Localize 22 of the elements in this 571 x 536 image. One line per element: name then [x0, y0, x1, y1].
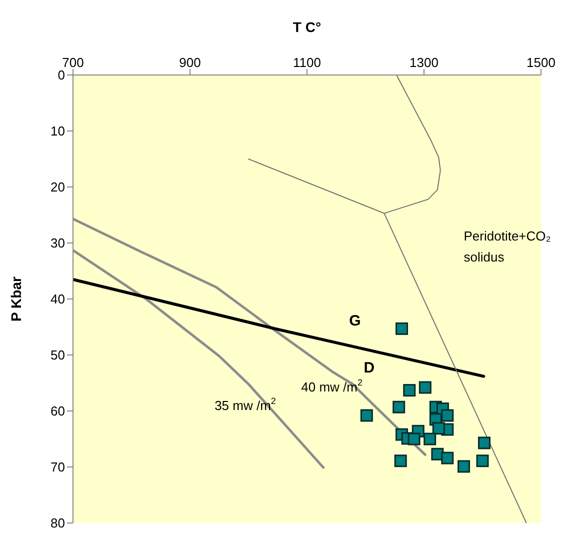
- x-tick-label: 900: [179, 55, 201, 70]
- x-axis-title: T C°: [292, 18, 322, 35]
- y-tick-label: 80: [50, 516, 65, 531]
- y-tick-label: 50: [50, 348, 65, 363]
- annotation: 35 mw /m$^{2}$: [214, 396, 276, 414]
- annotation: Peridotite+CO₂: [464, 228, 551, 244]
- annotation: G: [349, 312, 361, 330]
- annotation: solidus: [464, 250, 505, 266]
- y-tick-label: 60: [50, 404, 65, 419]
- annotation: D: [364, 359, 375, 376]
- x-tick-label: 1500: [526, 55, 556, 70]
- y-tick-label: 40: [50, 292, 65, 307]
- x-tick-label: 1100: [293, 55, 321, 70]
- y-axis-title: P Kbar: [8, 276, 24, 322]
- x-tick-label: 700: [62, 55, 84, 70]
- y-tick-label: 70: [50, 460, 65, 475]
- y-tick-label: 30: [50, 236, 65, 251]
- y-tick-label: 10: [50, 124, 65, 139]
- y-tick-label: 20: [50, 180, 65, 195]
- annotation: 40 mw /m$^{2}$: [301, 378, 363, 396]
- x-tick-label: 1300: [410, 55, 438, 70]
- y-tick-label: 0: [58, 68, 65, 83]
